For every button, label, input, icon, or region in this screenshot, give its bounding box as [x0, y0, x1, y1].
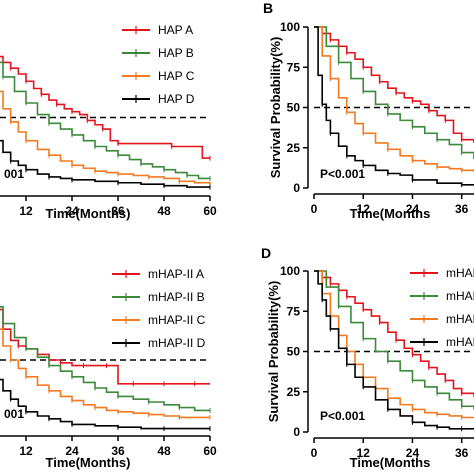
x-tick-label: 36: [111, 204, 125, 218]
legend-label: mHAP-II A: [148, 267, 204, 281]
x-axis-title: Time(Months: [350, 206, 431, 221]
series-line-hap-a: [0, 55, 210, 159]
panel-A: 12 24 36 48 60 HAP A HAP B HAP C HAP D 001 Time(Mo…: [0, 23, 217, 221]
x-tick-label: 24: [406, 202, 420, 216]
series-line-series-1: [314, 270, 474, 410]
x-tick-label: 12: [357, 202, 371, 216]
series-line-hap-b: [314, 26, 474, 160]
series-line-hap-c: [0, 90, 211, 185]
y-tick-label: 25: [287, 141, 301, 155]
p-value-annotation: 001: [4, 407, 24, 421]
x-tick-label: 24: [406, 446, 420, 460]
y-axis-title: Survival Probability(%): [266, 281, 281, 423]
series-line-mhap-ii-b: [0, 306, 210, 412]
legend-label: HAP B: [158, 46, 194, 60]
panel-letter: D: [261, 245, 271, 261]
legend-label: HAP D: [158, 92, 195, 106]
panel-letter: B: [263, 0, 273, 16]
series-line-hap-d: [314, 26, 474, 186]
panel-B: 0 12 24 36 0 25 50 75 100 P<0.001 Time(Months Survi…: [263, 0, 474, 221]
y-tick-label: 75: [287, 60, 301, 74]
y-tick-label: 50: [287, 345, 301, 359]
y-tick-label: 50: [287, 101, 301, 115]
legend-label: mHAP: [446, 312, 474, 326]
y-tick-label: 100: [280, 20, 300, 34]
panel-C: 12 24 36 48 60 mHAP-II A mHAP-II B mHAP-II C mHA…: [0, 267, 217, 470]
series-line-series-2: [314, 270, 474, 419]
x-tick-label: 24: [65, 444, 79, 458]
legend-label: HAP C: [158, 69, 195, 83]
legend-label: mHAP-II B: [148, 290, 205, 304]
p-value-annotation: P<0.001: [320, 409, 365, 423]
x-tick-label: 48: [157, 204, 171, 218]
legend-label: mHAP: [446, 266, 474, 280]
series-line-mhap-ii-a: [0, 308, 210, 385]
y-axis-title: Survival Probability(%): [268, 37, 283, 179]
x-tick-label: 60: [203, 204, 217, 218]
x-axis-title: Time(Months): [46, 455, 131, 470]
series-line-mhap-ii-c: [0, 328, 210, 419]
x-tick-label: 60: [203, 444, 217, 458]
x-tick-label: 0: [311, 446, 318, 460]
legend-label: mHAP: [446, 289, 474, 303]
y-tick-label: 75: [287, 304, 301, 318]
y-tick-label: 0: [293, 425, 300, 439]
y-tick-label: 25: [287, 385, 301, 399]
x-axis-title: Time(Months: [350, 455, 431, 470]
y-tick-label: 0: [293, 181, 300, 195]
x-tick-label: 0: [311, 202, 318, 216]
x-tick-label: 24: [65, 204, 79, 218]
legend-label: HAP A: [158, 23, 193, 37]
panel-D: 0 12 24 36 0 25 50 75 100 mHAP mHAP mHAP mHAP P<0.001…: [261, 245, 474, 470]
p-value-annotation: 001: [4, 167, 24, 181]
x-tick-label: 12: [19, 204, 33, 218]
legend-label: mHAP-II C: [148, 313, 206, 327]
x-tick-label: 12: [357, 446, 371, 460]
series-line-hap-b: [0, 61, 210, 180]
x-tick-label: 36: [455, 446, 469, 460]
legend-label: mHAP: [446, 335, 474, 349]
p-value-annotation: P<0.001: [320, 167, 365, 181]
x-tick-label: 36: [455, 202, 469, 216]
x-axis-title: Time(Months): [46, 206, 131, 221]
y-tick-label: 100: [280, 264, 300, 278]
x-tick-label: 12: [19, 444, 33, 458]
x-tick-label: 36: [111, 444, 125, 458]
x-tick-label: 48: [157, 444, 171, 458]
series-line-hap-c: [314, 26, 474, 172]
series-line-hap-d: [0, 139, 210, 188]
legend-label: mHAP-II D: [148, 336, 206, 350]
